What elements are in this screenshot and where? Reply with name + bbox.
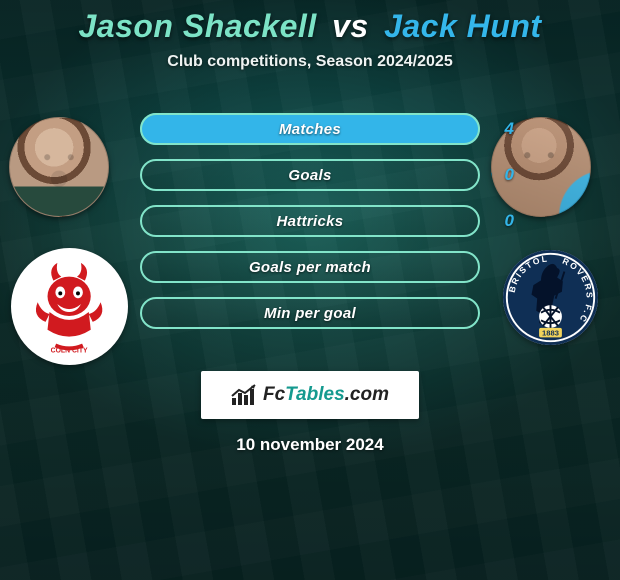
bristol-rovers-crest-icon: BRISTOLROVERS F.C1883	[503, 250, 598, 345]
bar-label: Matches	[140, 113, 480, 145]
stat-bar-row: Goals0	[140, 159, 480, 191]
bar-value-right: 0	[505, 205, 514, 237]
subtitle: Club competitions, Season 2024/2025	[0, 53, 620, 71]
brand-part-a: Fc	[263, 384, 285, 405]
stat-bar-row: Min per goal	[140, 297, 480, 329]
comparison-card: Jason Shackell vs Jack Hunt Club competi…	[0, 0, 620, 580]
lincoln-crest-icon: COLN CITY	[20, 257, 118, 355]
player1-club-crest: COLN CITY	[11, 248, 128, 365]
bar-label: Hattricks	[140, 205, 480, 237]
fctables-logo-icon	[231, 384, 257, 406]
player1-avatar	[9, 117, 109, 217]
bar-label: Min per goal	[140, 297, 480, 329]
bar-value-right: 0	[505, 159, 514, 191]
player2-club-crest: BRISTOLROVERS F.C1883	[503, 250, 598, 345]
stat-bars: Matches4 Goals0 Hattricks0 Goals per match M…	[140, 113, 480, 329]
content-area: COLN CITY BRISTOLROVERS F.C1883 Matches4…	[0, 97, 620, 357]
brand-part-b: Tables	[285, 384, 345, 405]
brand-part-c: .com	[345, 384, 389, 405]
stat-bar-row: Goals per match	[140, 251, 480, 283]
stat-bar-row: Hattricks0	[140, 205, 480, 237]
title-player1: Jason Shackell	[78, 8, 316, 44]
bar-label: Goals	[140, 159, 480, 191]
title-vs: vs	[332, 8, 369, 44]
page-title: Jason Shackell vs Jack Hunt	[0, 0, 620, 45]
svg-text:COLN CITY: COLN CITY	[51, 348, 88, 355]
bar-value-right: 4	[505, 113, 514, 145]
title-player2: Jack Hunt	[384, 8, 541, 44]
date-label: 10 november 2024	[0, 435, 620, 455]
stat-bar-row: Matches4	[140, 113, 480, 145]
brand-badge: FcTables.com	[201, 371, 419, 419]
bar-label: Goals per match	[140, 251, 480, 283]
svg-text:1883: 1883	[542, 329, 559, 338]
brand-text: FcTables.com	[263, 384, 389, 406]
